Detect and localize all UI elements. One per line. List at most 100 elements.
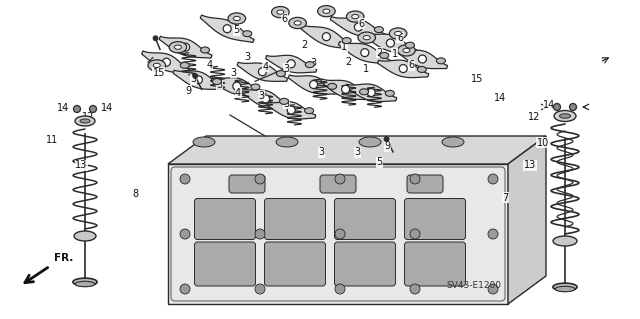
Ellipse shape xyxy=(276,137,298,147)
Ellipse shape xyxy=(180,62,189,68)
Text: 14: 14 xyxy=(494,93,507,103)
Ellipse shape xyxy=(251,84,260,90)
Text: 1: 1 xyxy=(341,42,348,52)
Ellipse shape xyxy=(554,110,576,122)
Ellipse shape xyxy=(358,32,376,43)
Ellipse shape xyxy=(364,35,370,40)
Polygon shape xyxy=(346,84,397,101)
Text: SV43-E1200: SV43-E1200 xyxy=(446,281,501,290)
Circle shape xyxy=(262,95,269,103)
Ellipse shape xyxy=(342,38,351,44)
Ellipse shape xyxy=(305,62,314,68)
FancyBboxPatch shape xyxy=(407,175,443,193)
Circle shape xyxy=(310,80,317,89)
Text: 14: 14 xyxy=(543,100,556,110)
Text: 15: 15 xyxy=(470,74,483,84)
Circle shape xyxy=(259,68,266,76)
Text: 6: 6 xyxy=(408,60,415,70)
Text: 2: 2 xyxy=(346,57,352,67)
Text: 10: 10 xyxy=(536,138,549,148)
FancyBboxPatch shape xyxy=(335,242,396,286)
Polygon shape xyxy=(289,75,339,94)
Ellipse shape xyxy=(294,21,301,25)
FancyBboxPatch shape xyxy=(404,198,465,240)
Circle shape xyxy=(180,284,190,294)
Text: 3: 3 xyxy=(230,68,237,78)
Ellipse shape xyxy=(328,83,337,89)
Circle shape xyxy=(323,33,330,41)
Polygon shape xyxy=(339,42,391,63)
Polygon shape xyxy=(321,79,371,100)
Polygon shape xyxy=(299,24,354,49)
Ellipse shape xyxy=(360,89,369,95)
Ellipse shape xyxy=(74,231,96,241)
Ellipse shape xyxy=(559,114,570,118)
Ellipse shape xyxy=(243,31,252,37)
Text: 14: 14 xyxy=(56,103,69,113)
Polygon shape xyxy=(508,136,546,304)
Circle shape xyxy=(488,229,498,239)
Text: 14: 14 xyxy=(101,103,114,113)
Ellipse shape xyxy=(555,286,575,292)
Polygon shape xyxy=(266,55,317,73)
Circle shape xyxy=(153,36,158,41)
Circle shape xyxy=(554,103,561,110)
Polygon shape xyxy=(364,33,417,53)
Circle shape xyxy=(74,106,81,113)
Circle shape xyxy=(488,284,498,294)
Polygon shape xyxy=(141,51,191,73)
Ellipse shape xyxy=(359,137,381,147)
Text: 11: 11 xyxy=(46,135,59,145)
Text: 15: 15 xyxy=(152,68,165,78)
Circle shape xyxy=(180,229,190,239)
Text: 3: 3 xyxy=(310,58,317,68)
Polygon shape xyxy=(330,17,387,38)
Circle shape xyxy=(399,64,407,73)
Polygon shape xyxy=(241,88,291,109)
Ellipse shape xyxy=(193,137,215,147)
FancyBboxPatch shape xyxy=(320,175,356,193)
Text: 12: 12 xyxy=(528,112,541,122)
Text: 8: 8 xyxy=(132,189,139,199)
Ellipse shape xyxy=(212,78,221,85)
Ellipse shape xyxy=(380,52,388,58)
Ellipse shape xyxy=(169,41,187,53)
Ellipse shape xyxy=(277,10,284,14)
Ellipse shape xyxy=(352,14,358,19)
Text: 3: 3 xyxy=(284,63,290,74)
FancyBboxPatch shape xyxy=(229,175,265,193)
Circle shape xyxy=(410,229,420,239)
Text: 2: 2 xyxy=(376,48,383,58)
Text: 4: 4 xyxy=(207,60,213,70)
Text: 3: 3 xyxy=(318,147,324,158)
Circle shape xyxy=(570,103,577,110)
Text: 5: 5 xyxy=(234,25,240,35)
Ellipse shape xyxy=(271,6,289,18)
Text: 4: 4 xyxy=(262,62,269,72)
Circle shape xyxy=(335,174,345,184)
Circle shape xyxy=(335,229,345,239)
Circle shape xyxy=(410,284,420,294)
Text: 2: 2 xyxy=(301,40,307,50)
FancyBboxPatch shape xyxy=(195,242,255,286)
Circle shape xyxy=(90,106,97,113)
Circle shape xyxy=(361,48,369,57)
Circle shape xyxy=(342,85,349,93)
Text: 3: 3 xyxy=(244,52,251,62)
Ellipse shape xyxy=(305,108,314,114)
Circle shape xyxy=(410,174,420,184)
Circle shape xyxy=(193,73,198,78)
Polygon shape xyxy=(397,49,447,69)
Ellipse shape xyxy=(75,281,95,287)
Polygon shape xyxy=(237,62,287,81)
Ellipse shape xyxy=(374,26,383,33)
Polygon shape xyxy=(168,164,508,304)
Polygon shape xyxy=(173,70,223,89)
Circle shape xyxy=(287,106,295,114)
Ellipse shape xyxy=(389,28,407,39)
Text: 13: 13 xyxy=(524,160,536,170)
Text: 3: 3 xyxy=(190,74,196,84)
FancyBboxPatch shape xyxy=(404,242,465,286)
Polygon shape xyxy=(159,36,212,58)
Polygon shape xyxy=(267,102,316,119)
